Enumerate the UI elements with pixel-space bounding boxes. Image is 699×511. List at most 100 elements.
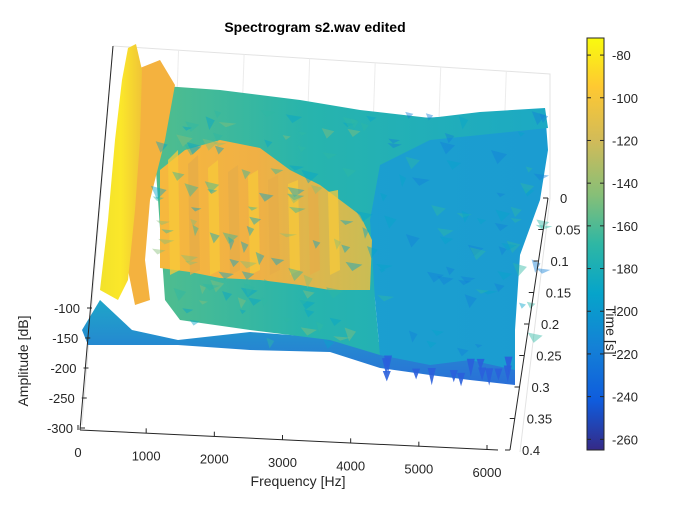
- surface-dip: [457, 372, 466, 387]
- surface-facet: [248, 297, 262, 306]
- y-axis-label: Amplitude [dB]: [15, 315, 31, 406]
- surface-facet: [476, 218, 487, 225]
- surface-facet: [263, 279, 272, 291]
- z-tick-label: 0.2: [541, 317, 559, 332]
- y-tick-label: -150: [52, 331, 78, 346]
- surface-facet: [172, 171, 185, 181]
- surface-facet: [270, 168, 284, 175]
- surface-facet: [207, 188, 218, 195]
- surface-facet: [380, 192, 388, 202]
- surface-facet: [241, 169, 251, 180]
- z-axis-label: Time [s]: [603, 305, 619, 354]
- surface-blue-region: [360, 110, 548, 370]
- surface-facet: [518, 302, 526, 309]
- surface-facet: [289, 206, 306, 214]
- surface-facet: [189, 319, 200, 326]
- surface-facet: [184, 183, 199, 197]
- frequency-axis-line: [79, 429, 499, 451]
- surface-facet: [258, 192, 274, 202]
- surface-facet: [210, 279, 225, 293]
- surface-facet: [469, 247, 486, 261]
- surface-facet: [152, 196, 165, 202]
- surface-facet: [496, 192, 506, 198]
- surface-facet: [366, 115, 377, 122]
- surface-facet: [228, 236, 235, 251]
- surface-facet: [237, 297, 247, 309]
- surface-facet: [341, 244, 351, 254]
- surface-facet: [378, 268, 386, 273]
- colorbar-tick-label: -140: [612, 176, 638, 191]
- surface-facet: [222, 232, 239, 245]
- surface-facet: [526, 301, 536, 309]
- surface-facet: [302, 290, 315, 299]
- colorbar-tick-label: -100: [612, 91, 638, 106]
- z-tick-label: 0.3: [532, 380, 550, 395]
- surface-facet: [260, 110, 276, 118]
- y-tick-label: -300: [47, 421, 73, 436]
- surface-facet: [495, 209, 510, 222]
- surface-facet: [312, 240, 321, 249]
- surface-facet: [387, 143, 402, 149]
- surface-facet: [322, 152, 338, 160]
- chart-title: Spectrogram s2.wav edited: [224, 19, 405, 35]
- surface-facet: [427, 271, 444, 283]
- surface-facet: [315, 321, 324, 333]
- surface-facet: [431, 329, 444, 337]
- x-axis-label: Frequency [Hz]: [251, 473, 346, 489]
- surface-facet: [304, 309, 315, 318]
- amplitude-ticks: -100 -150 -200 -250 -300: [47, 301, 92, 436]
- surface-facet: [239, 309, 247, 315]
- z-tick-label: 0.05: [555, 223, 580, 238]
- surface-facet: [182, 308, 194, 314]
- surface-facet: [176, 134, 193, 147]
- surface-facet: [240, 287, 258, 298]
- surface-facet: [408, 330, 418, 343]
- surface-facet: [266, 337, 275, 349]
- surface-facet: [342, 117, 358, 128]
- surface-front-edge: [82, 300, 515, 385]
- surface-facet: [329, 317, 342, 326]
- surface-facet: [247, 206, 258, 211]
- surface-facet: [510, 217, 522, 223]
- surface-facet: [467, 244, 484, 257]
- surface-facet: [458, 279, 472, 286]
- colorbar-tick-label: -120: [612, 133, 638, 148]
- surface-facet: [350, 118, 359, 130]
- surface-facet: [536, 219, 550, 229]
- surface-facet: [461, 210, 470, 223]
- colorbar-tick-label: -200: [612, 304, 638, 319]
- surface-facet: [205, 116, 215, 130]
- surface-facet: [158, 238, 175, 245]
- surface-facet: [202, 138, 219, 151]
- x-tick-label: 4000: [336, 458, 365, 473]
- colorbar-tick-label: -180: [612, 262, 638, 277]
- surface-facet: [183, 143, 202, 156]
- colorbar-tick-label: -260: [612, 432, 638, 447]
- surface-facet: [288, 165, 305, 171]
- x-tick-label: 3000: [268, 455, 297, 470]
- ridge-stripe: [288, 180, 300, 275]
- surface-facet: [345, 261, 363, 272]
- surface-facet: [444, 132, 455, 144]
- surface-facet: [214, 145, 225, 155]
- ridge-stripe: [248, 170, 260, 275]
- surface-facet: [321, 128, 335, 139]
- surface-facet: [326, 287, 344, 299]
- surface-facet: [243, 283, 255, 296]
- surface-facet: [474, 343, 483, 349]
- surface-facet: [239, 260, 258, 269]
- surface-dip: [382, 370, 391, 382]
- ridge-stripe: [268, 175, 280, 275]
- surface-facet: [182, 126, 192, 131]
- surface-facet: [480, 290, 498, 295]
- surface-facet: [185, 121, 200, 132]
- surface-facet: [399, 174, 407, 188]
- x-tick-label: 5000: [404, 462, 433, 477]
- z-tick-label: 0: [560, 191, 567, 206]
- ridge-stripe: [308, 185, 320, 275]
- colorbar: -80 -100 -120 -140 -160 -180 -200 -220 -240 -260: [586, 37, 638, 451]
- surface-facet: [384, 215, 397, 229]
- surface-facet: [297, 145, 307, 153]
- surface-facet: [456, 212, 472, 218]
- surface-facet: [184, 260, 199, 266]
